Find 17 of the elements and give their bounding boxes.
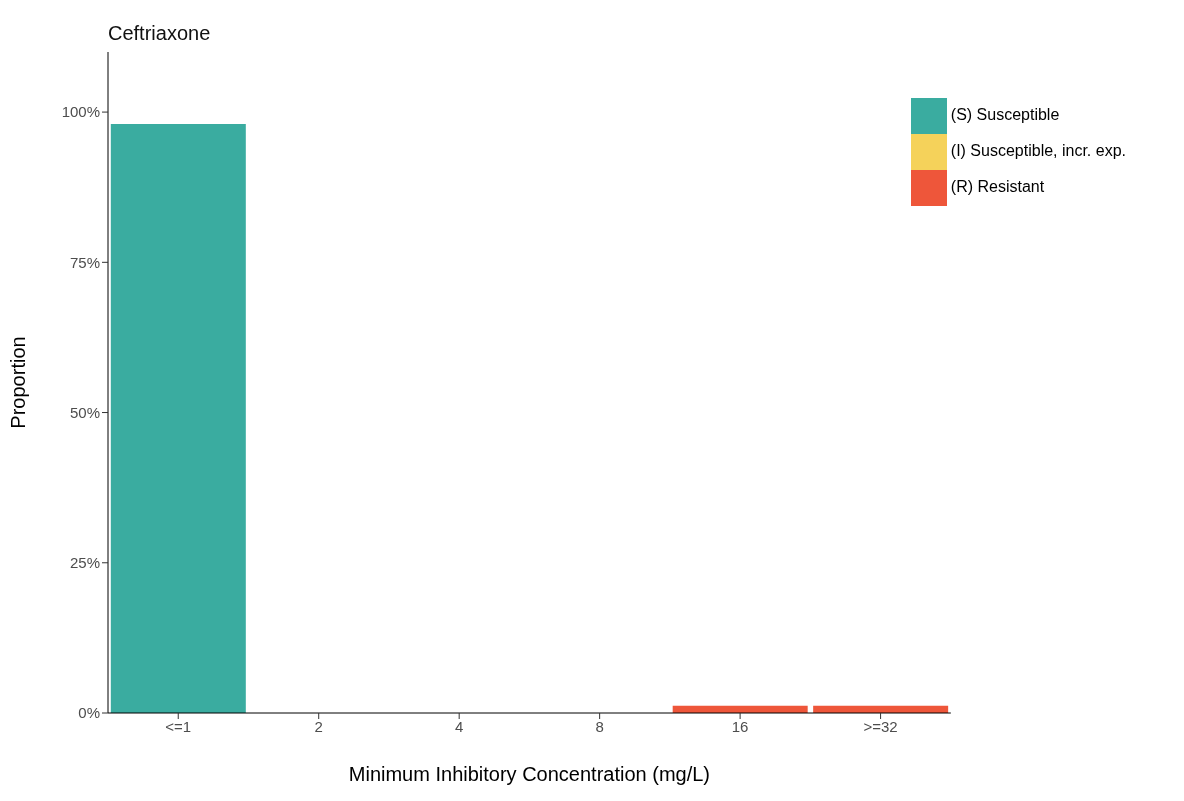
y-tick-label: 50%	[69, 403, 100, 421]
x-tick-label: 4	[455, 717, 464, 735]
y-tick-label: 75%	[69, 253, 100, 271]
y-tick-label: 0%	[78, 704, 100, 722]
y-tick-label: 25%	[69, 554, 100, 572]
x-tick-label: <=1	[165, 717, 192, 735]
x-axis-title: Minimum Inhibitory Concentration (mg/L)	[348, 763, 711, 785]
y-tick-label: 100%	[61, 103, 100, 121]
x-tick-label: >=32	[863, 717, 898, 735]
legend-label: (I) Susceptible, incr. exp.	[950, 142, 1126, 160]
chart-title: Ceftriaxone	[108, 22, 211, 45]
legend-label: (S) Susceptible	[950, 106, 1060, 124]
y-axis-title: Proportion	[7, 336, 30, 429]
x-tick-label: 16	[731, 717, 749, 735]
x-tick-label: 8	[595, 717, 604, 735]
legend-label: (R) Resistant	[950, 178, 1045, 196]
x-tick-label: 2	[314, 717, 323, 735]
